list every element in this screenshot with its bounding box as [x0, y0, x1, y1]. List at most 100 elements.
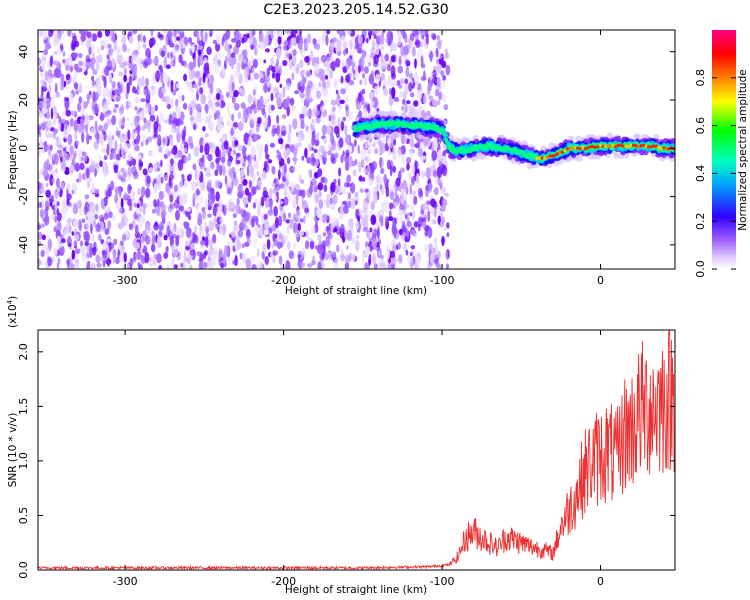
noise-speckle: [123, 67, 127, 75]
noise-speckle: [260, 196, 265, 207]
noise-speckle: [121, 234, 127, 242]
noise-speckle: [323, 98, 327, 103]
noise-speckle: [88, 46, 92, 56]
noise-speckle: [292, 200, 297, 209]
noise-speckle: [111, 115, 117, 126]
noise-speckle: [263, 163, 270, 173]
noise-speckle: [194, 182, 199, 187]
noise-speckle: [150, 243, 156, 253]
noise-speckle: [311, 137, 315, 146]
noise-speckle: [169, 194, 174, 203]
noise-speckle: [252, 238, 259, 247]
noise-speckle: [372, 39, 376, 50]
noise-speckle: [176, 94, 183, 103]
noise-speckle: [406, 221, 412, 228]
noise-speckle: [278, 200, 284, 205]
noise-speckle: [128, 223, 133, 231]
noise-speckle: [133, 65, 138, 78]
noise-speckle: [416, 172, 420, 184]
noise-speckle: [294, 90, 300, 95]
noise-speckle: [114, 194, 119, 204]
noise-speckle: [246, 234, 250, 242]
noise-speckle: [278, 169, 281, 181]
noise-speckle: [380, 73, 385, 81]
noise-speckle: [46, 100, 51, 109]
noise-speckle: [153, 183, 158, 194]
noise-speckle: [300, 120, 305, 130]
noise-speckle: [140, 186, 146, 198]
noise-speckle: [400, 193, 405, 205]
noise-speckle: [121, 35, 127, 45]
noise-speckle: [145, 103, 151, 115]
noise-speckle: [154, 70, 161, 83]
noise-speckle: [296, 209, 301, 221]
noise-speckle: [282, 86, 286, 98]
noise-speckle: [354, 221, 360, 230]
noise-speckle: [361, 30, 367, 39]
noise-speckle: [312, 38, 317, 45]
noise-speckle: [331, 217, 337, 227]
noise-speckle: [206, 46, 212, 55]
noise-speckle: [60, 81, 65, 91]
noise-speckle: [176, 131, 181, 143]
noise-speckle: [227, 103, 231, 113]
noise-speckle: [111, 148, 117, 160]
noise-speckle: [351, 62, 356, 67]
noise-speckle: [263, 59, 267, 64]
noise-speckle: [272, 250, 279, 256]
noise-speckle: [163, 74, 170, 83]
noise-speckle: [134, 129, 138, 135]
noise-speckle: [114, 103, 119, 109]
noise-speckle: [266, 67, 271, 77]
noise-speckle: [177, 159, 184, 171]
noise-speckle: [141, 125, 146, 131]
noise-speckle: [288, 212, 291, 219]
noise-speckle: [433, 139, 438, 150]
noise-speckle: [321, 244, 326, 256]
noise-speckle: [93, 241, 97, 249]
noise-speckle: [156, 236, 162, 248]
noise-speckle: [140, 98, 146, 103]
noise-speckle: [247, 137, 252, 147]
noise-speckle: [271, 128, 276, 137]
noise-speckle: [436, 166, 443, 179]
noise-speckle: [380, 167, 385, 174]
ridge-blob: [445, 140, 449, 144]
noise-speckle: [343, 49, 347, 56]
noise-speckle: [174, 127, 181, 134]
noise-speckle: [251, 255, 255, 263]
noise-speckle: [314, 109, 320, 117]
noise-speckle: [385, 37, 390, 44]
noise-speckle: [200, 239, 206, 246]
noise-speckle: [299, 113, 305, 119]
noise-speckle: [406, 156, 412, 164]
noise-speckle: [239, 252, 243, 260]
noise-speckle: [252, 202, 257, 209]
ridge-blob: [443, 132, 448, 137]
noise-speckle: [159, 112, 165, 123]
noise-speckle: [166, 225, 171, 237]
noise-speckle: [282, 60, 288, 67]
noise-speckle: [135, 224, 139, 236]
noise-speckle: [134, 89, 138, 94]
noise-speckle: [163, 56, 168, 69]
noise-speckle: [60, 118, 66, 124]
noise-speckle: [169, 158, 174, 166]
noise-speckle: [112, 108, 117, 113]
noise-speckle: [420, 55, 424, 67]
noise-speckle: [266, 238, 271, 250]
noise-speckle: [303, 215, 306, 224]
noise-speckle: [142, 168, 148, 176]
noise-speckle: [367, 149, 372, 155]
noise-speckle: [257, 260, 263, 269]
noise-speckle: [62, 51, 66, 57]
noise-speckle: [213, 251, 219, 259]
noise-speckle: [411, 209, 416, 220]
noise-speckle: [38, 224, 42, 229]
noise-speckle: [112, 140, 116, 145]
noise-speckle: [256, 248, 260, 257]
noise-speckle: [309, 169, 313, 179]
noise-speckle: [402, 99, 406, 106]
noise-speckle: [222, 133, 228, 139]
noise-speckle: [429, 71, 433, 81]
